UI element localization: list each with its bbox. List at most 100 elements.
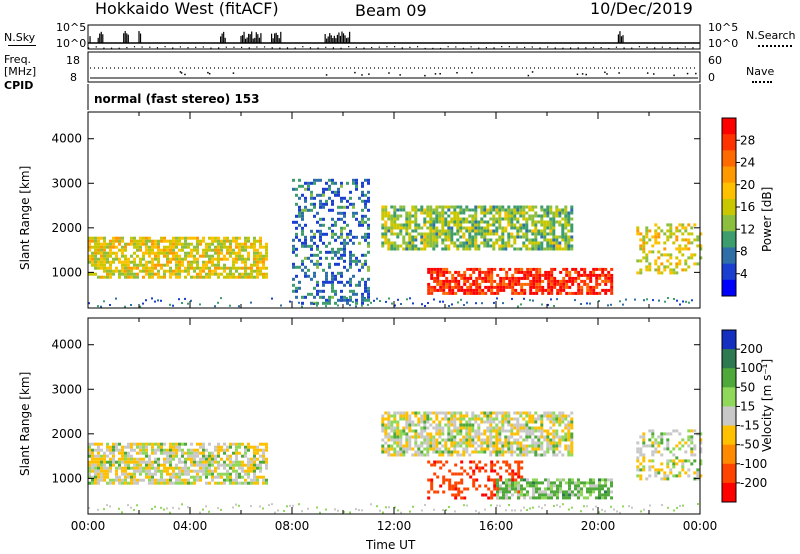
echo-cell (523, 288, 527, 292)
echo-cell (565, 279, 569, 283)
echo-cell (429, 435, 433, 439)
echo-cell (247, 469, 250, 473)
echo-cell (480, 235, 484, 239)
echo-cell (340, 247, 343, 251)
echo-cell (516, 217, 520, 221)
echo-cell (543, 226, 547, 230)
echo-cell (238, 242, 241, 246)
echo-cell (154, 451, 157, 455)
nsearch-dot (218, 47, 220, 49)
echo-cell (118, 457, 121, 461)
echo-cell (169, 239, 172, 243)
echo-cell (139, 442, 142, 446)
echo-cell (151, 248, 154, 252)
echo-cell (486, 420, 490, 424)
echo-cell (408, 426, 412, 430)
ground-scatter-cell (121, 511, 123, 514)
echo-cell (408, 420, 412, 424)
echo-cell (478, 273, 482, 277)
echo-cell (136, 463, 139, 467)
echo-cell (547, 288, 551, 292)
echo-cell (447, 232, 451, 236)
echo-cell (130, 272, 133, 276)
echo-cell (538, 493, 541, 497)
ground-scatter-cell (442, 300, 444, 303)
echo-cell (172, 466, 175, 470)
echo-cell (447, 429, 451, 433)
echo-cell (529, 282, 533, 286)
echo-cell (550, 484, 553, 488)
echo-cell (408, 238, 412, 242)
ground-scatter-cell (238, 504, 240, 507)
echo-cell (262, 266, 265, 270)
nsearch-legend-line (758, 45, 792, 47)
echo-cell (580, 493, 583, 497)
echo-cell (681, 253, 685, 257)
echo-cell (450, 220, 454, 224)
echo-cell (420, 432, 424, 436)
ground-scatter-cell (313, 303, 315, 305)
ground-scatter-cell (346, 297, 348, 300)
ground-scatter-cell (361, 304, 363, 307)
echo-cell (181, 242, 184, 246)
echo-cell (390, 453, 394, 457)
ground-scatter-cell (568, 508, 570, 511)
echo-cell (91, 463, 94, 467)
echo-cell (88, 448, 91, 452)
colorbar-tick-label: 12 (740, 222, 755, 236)
echo-cell (469, 285, 473, 289)
echo-cell (325, 244, 328, 248)
echo-cell (235, 442, 238, 446)
echo-cell (553, 481, 556, 485)
echo-cell (417, 423, 421, 427)
echo-cell (486, 211, 490, 215)
echo-cell (636, 229, 640, 233)
echo-cell (109, 254, 112, 258)
echo-cell (589, 481, 592, 485)
echo-cell (313, 232, 316, 236)
echo-cell (301, 193, 304, 197)
echo-cell (592, 490, 595, 494)
echo-cell (540, 244, 544, 248)
echo-cell (340, 235, 343, 239)
echo-cell (669, 471, 673, 475)
echo-cell (184, 469, 187, 473)
echo-cell (432, 426, 436, 430)
echo-cell (559, 270, 563, 274)
echo-cell (142, 269, 145, 273)
echo-cell (130, 254, 133, 258)
echo-cell (145, 266, 148, 270)
echo-cell (535, 276, 539, 280)
echo-cell (405, 420, 409, 424)
echo-cell (91, 475, 94, 479)
echo-cell (202, 448, 205, 452)
colorbar-tick-label: -15 (740, 419, 760, 433)
echo-cell (384, 426, 388, 430)
echo-cell (507, 447, 511, 451)
ground-scatter-cell (493, 301, 495, 304)
echo-cell (154, 457, 157, 461)
echo-cell (657, 271, 661, 275)
echo-cell (453, 444, 457, 448)
nsearch-dot (202, 46, 204, 48)
ground-scatter-cell (424, 305, 426, 307)
echo-cell (334, 274, 337, 278)
echo-cell (199, 272, 202, 276)
echo-cell (250, 242, 253, 246)
echo-cell (432, 229, 436, 233)
echo-cell (387, 214, 391, 218)
echo-cell (232, 478, 235, 482)
echo-cell (636, 271, 640, 275)
echo-cell (166, 457, 169, 461)
echo-cell (681, 459, 685, 463)
echo-cell (103, 478, 106, 482)
echo-cell (516, 432, 520, 436)
echo-cell (387, 453, 391, 457)
echo-cell (328, 226, 331, 230)
echo-cell (595, 291, 599, 295)
echo-cell (103, 266, 106, 270)
echo-cell (513, 438, 517, 442)
echo-cell (531, 450, 535, 454)
echo-cell (199, 442, 202, 446)
echo-cell (601, 496, 604, 500)
